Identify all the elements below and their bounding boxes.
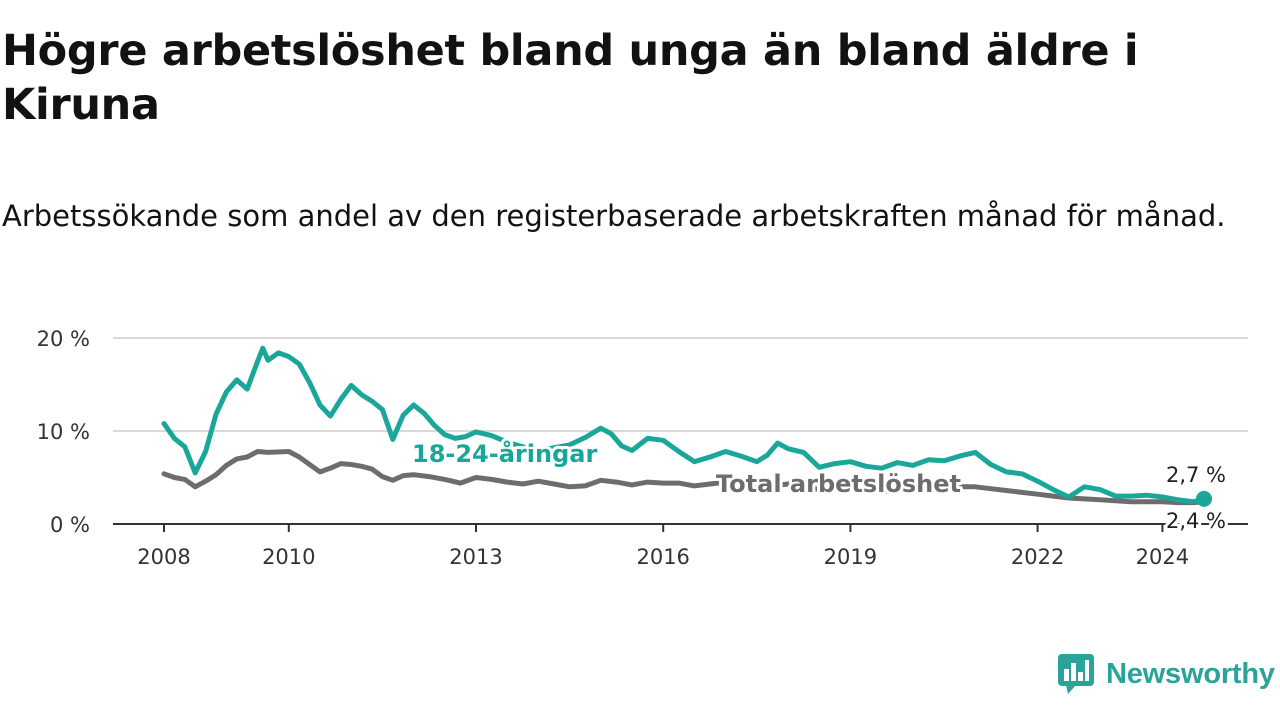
y-tick-label: 0 % [50, 513, 90, 537]
y-tick-label: 20 % [37, 327, 90, 351]
x-tick-label: 2022 [1011, 545, 1064, 569]
line-chart: 0 % 10 % 20 % 2008 2010 2013 2016 2019 2022 2024… [37, 327, 1248, 569]
chart-title: Högre arbetslöshet bland unga än bland ä… [2, 26, 1139, 130]
total-series-label-halo: Total arbetslöshet [716, 470, 961, 498]
y-tick-label: 10 % [37, 420, 90, 444]
total-series-label: Total arbetslöshet [716, 470, 961, 498]
x-tick-label: 2008 [137, 545, 190, 569]
youth-series-label: 18-24-åringar [412, 439, 597, 468]
brand-name: Newsworthy [1106, 657, 1275, 690]
x-tick-label: 2016 [636, 545, 689, 569]
x-tick-label: 2013 [449, 545, 502, 569]
series-lines [161, 345, 1212, 507]
total-series-line [161, 449, 1207, 506]
total-end-value-label-halo: 2,4 % [1166, 509, 1226, 533]
x-tick-label: 2019 [824, 545, 877, 569]
youth-series-endpoint [1196, 490, 1212, 507]
chart-subtitle: Arbetssökande som andel av den registerb… [2, 199, 1226, 233]
youth-series-line [161, 345, 1207, 505]
youth-end-value-label-halo: 2,7 % [1166, 463, 1226, 487]
youth-series-label-halo: 18-24-åringar [412, 439, 597, 468]
youth-end-value-label: 2,7 % [1166, 463, 1226, 487]
x-tick-label: 2010 [262, 545, 315, 569]
y-axis: 0 % 10 % 20 % [37, 327, 90, 537]
x-axis: 2008 2010 2013 2016 2019 2022 2024 [113, 523, 1248, 569]
newsworthy-logo: Newsworthy [1058, 654, 1275, 694]
x-tick-label: 2024 [1136, 545, 1189, 569]
gridlines [113, 337, 1248, 432]
total-end-value-label: 2,4 % [1166, 509, 1226, 533]
bar-chart-speech-bubble-icon [1058, 654, 1094, 694]
